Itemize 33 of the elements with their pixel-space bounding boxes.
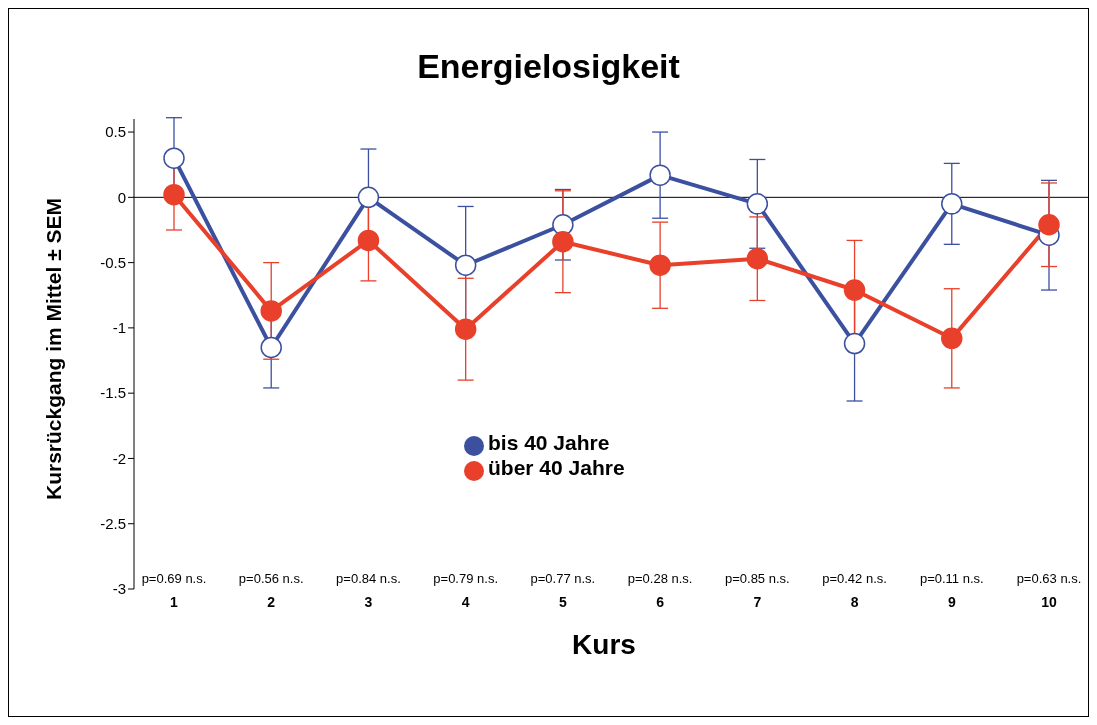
annotation: p=0.28 n.s.	[627, 571, 693, 586]
x-axis-title: Kurs	[571, 629, 637, 661]
y-tick-label: 0.5	[105, 123, 126, 141]
x-tick-label: 3	[364, 593, 373, 610]
annotation: p=0.11 n.s.	[919, 571, 984, 586]
x-tick-label: 4	[461, 593, 470, 610]
annotation: p=0.63 n.s.	[1016, 571, 1082, 586]
y-axis-title: Kursrückgang im Mittel ± SEM	[42, 197, 66, 501]
x-tick-label: 10	[1041, 593, 1057, 610]
legend-label: über 40 Jahre	[488, 455, 625, 479]
x-tick-label: 8	[850, 593, 859, 610]
x-tick-label: 6	[656, 593, 665, 610]
y-tick-label: -1	[112, 319, 126, 337]
y-tick-label: 0	[117, 188, 126, 206]
annotation: p=0.56 n.s.	[238, 571, 304, 586]
legend-label: bis 40 Jahre	[488, 431, 610, 454]
annotation: p=0.84 n.s.	[336, 571, 401, 586]
x-tick-label: 2	[267, 593, 276, 610]
annotation: p=0.69 n.s.	[141, 571, 207, 586]
annotation: p=0.85 n.s.	[724, 571, 790, 586]
x-tick-label: 9	[947, 593, 956, 610]
x-tick-label: 1	[170, 593, 179, 610]
y-tick-label: -0.5	[100, 253, 126, 271]
chart-title: Energielosigkeit	[416, 47, 681, 86]
annotation: p=0.42 n.s.	[822, 571, 887, 586]
x-tick-label: 5	[558, 593, 567, 610]
annotation: p=0.79 n.s.	[433, 571, 499, 586]
y-tick-label: -1.5	[100, 384, 126, 402]
y-tick-label: -2	[112, 449, 126, 467]
x-tick-label: 7	[753, 593, 762, 610]
y-tick-label: -3	[112, 580, 126, 598]
annotation: p=0.77 n.s.	[530, 571, 596, 586]
y-tick-label: -2.5	[100, 515, 126, 533]
